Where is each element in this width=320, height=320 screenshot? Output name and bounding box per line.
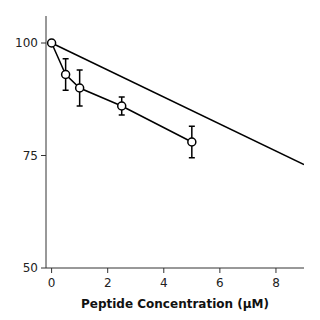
y-tick bbox=[41, 43, 46, 44]
error-bar-cap bbox=[189, 126, 195, 128]
x-tick-label: 6 bbox=[216, 276, 224, 290]
error-bar-cap bbox=[63, 58, 69, 60]
y-tick bbox=[41, 268, 46, 269]
x-tick bbox=[51, 268, 52, 273]
error-bar-cap bbox=[189, 157, 195, 159]
x-tick bbox=[219, 268, 220, 273]
fit-line bbox=[52, 43, 304, 165]
error-bar-cap bbox=[119, 96, 125, 98]
data-line bbox=[52, 43, 192, 142]
error-bar bbox=[189, 126, 195, 158]
error-bar bbox=[119, 97, 125, 115]
y-tick-label: 100 bbox=[15, 36, 38, 50]
chart-container: 0 2 4 6 8 50 75 100 Peptide Concentration (μM) bbox=[0, 0, 320, 320]
x-tick-label: 4 bbox=[160, 276, 168, 290]
data-point bbox=[62, 71, 70, 79]
plot-area bbox=[48, 39, 304, 165]
y-tick-label: 50 bbox=[23, 261, 38, 275]
x-tick-label: 0 bbox=[48, 276, 56, 290]
x-tick-label: 8 bbox=[272, 276, 280, 290]
x-tick bbox=[275, 268, 276, 273]
x-tick-label: 2 bbox=[104, 276, 112, 290]
y-tick-label: 75 bbox=[23, 149, 38, 163]
y-axis-line bbox=[46, 16, 47, 268]
error-bar-cap bbox=[63, 90, 69, 92]
x-axis-line bbox=[46, 268, 304, 269]
data-point bbox=[76, 84, 84, 92]
x-tick bbox=[163, 268, 164, 273]
error-bar-cap bbox=[77, 69, 83, 71]
error-bar-cap bbox=[119, 114, 125, 116]
error-bar bbox=[77, 70, 83, 106]
data-point bbox=[48, 39, 56, 47]
y-tick bbox=[41, 155, 46, 156]
chart-svg: 0 2 4 6 8 50 75 100 Peptide Concentration (μM) bbox=[0, 0, 320, 320]
error-bar-cap bbox=[77, 105, 83, 107]
data-point bbox=[188, 138, 196, 146]
data-point bbox=[118, 102, 126, 110]
x-axis-label: Peptide Concentration (μM) bbox=[81, 297, 269, 311]
x-tick bbox=[107, 268, 108, 273]
